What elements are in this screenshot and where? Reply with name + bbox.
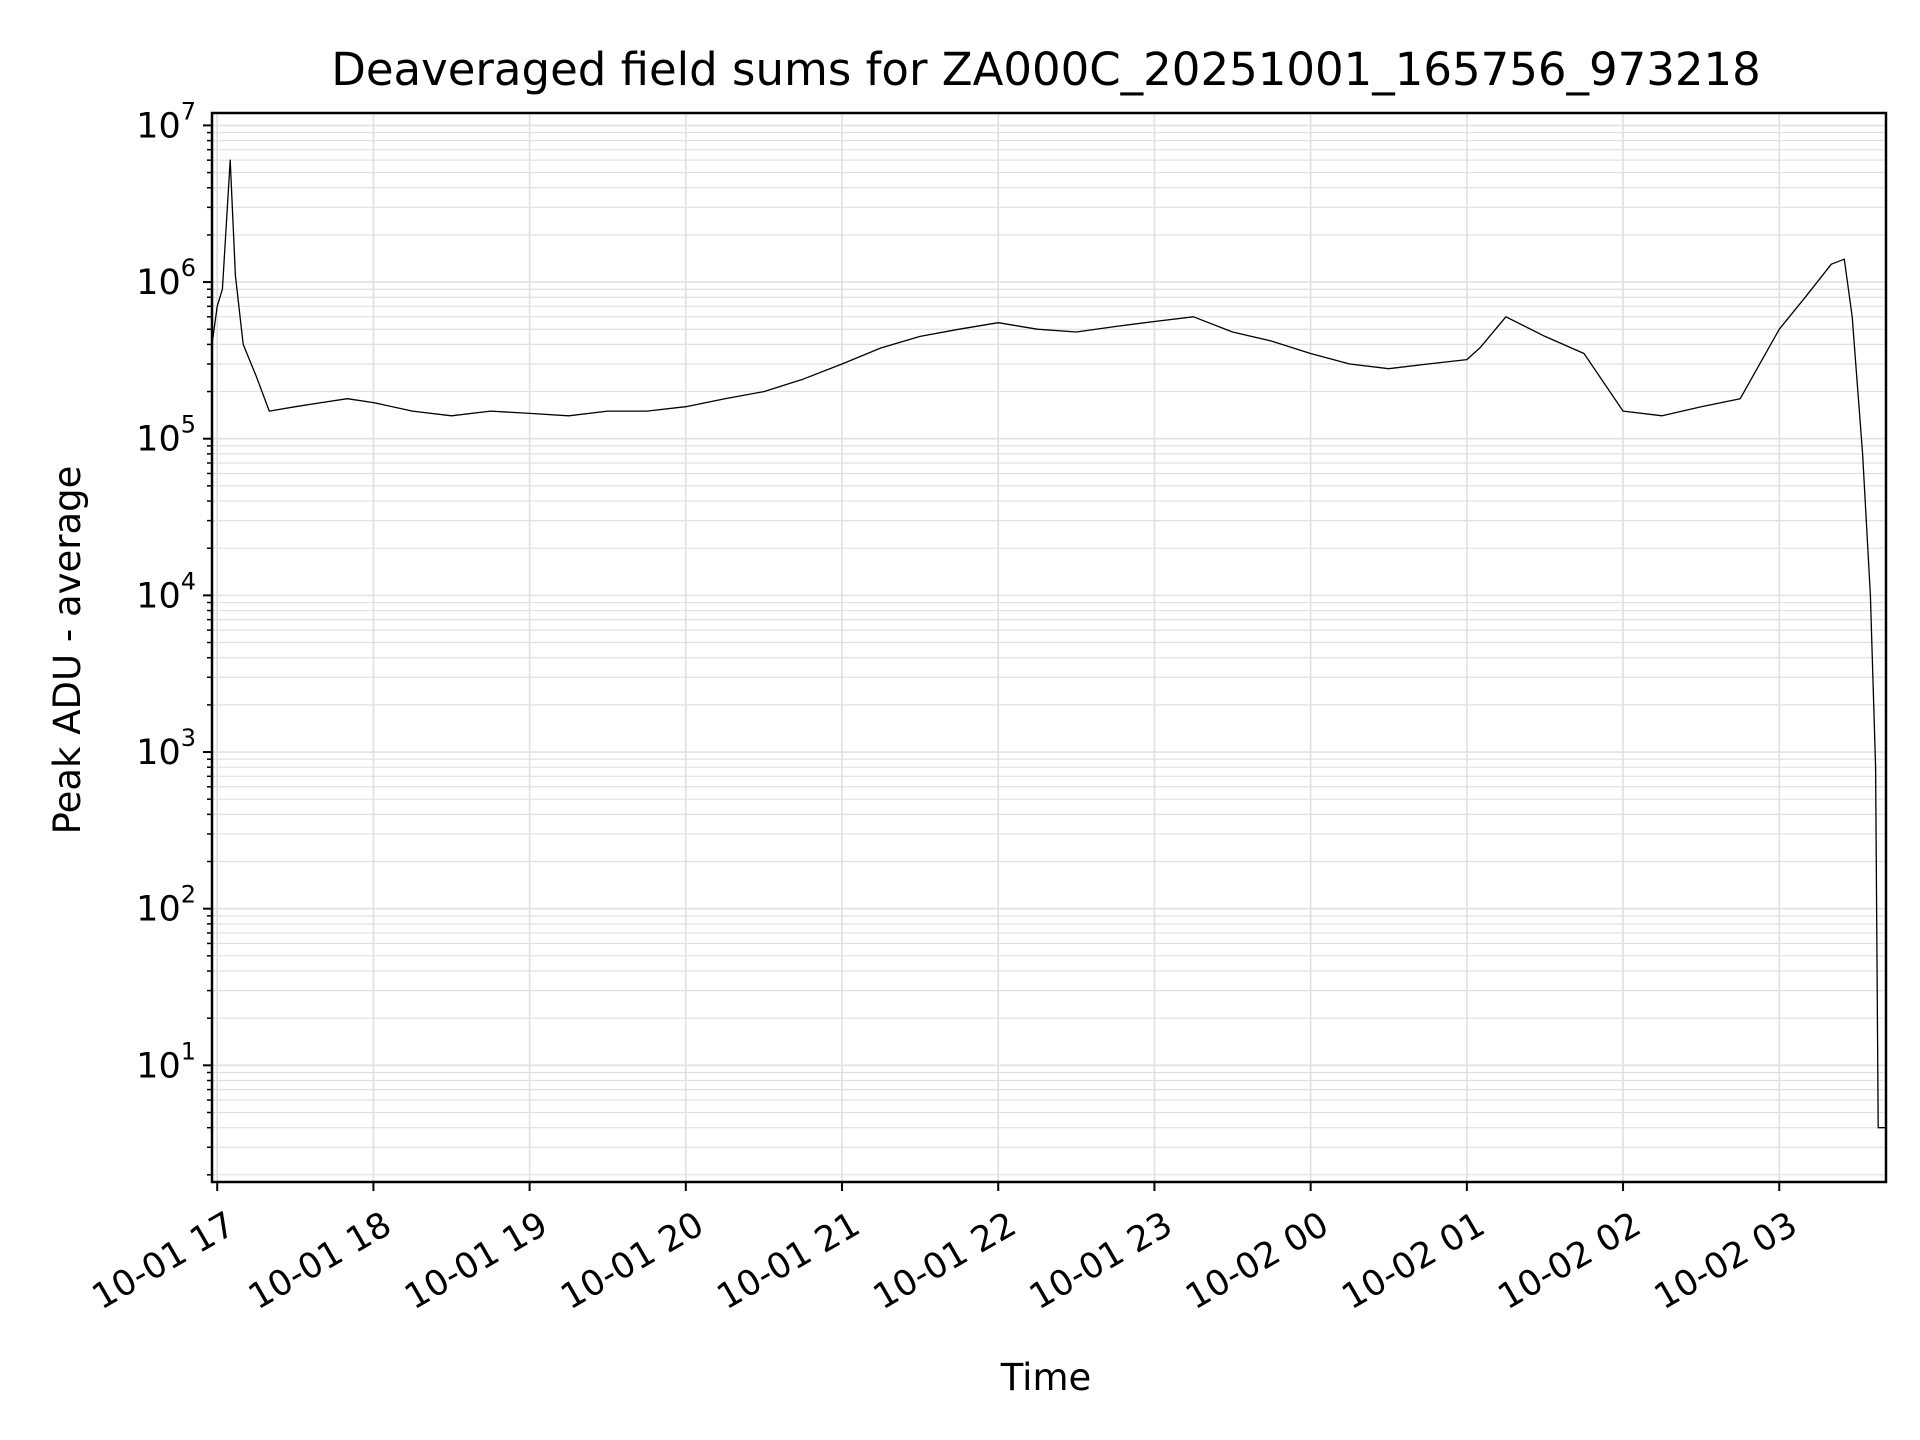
y-tick-label: 106 (136, 254, 196, 303)
series-line (211, 159, 1886, 1129)
y-tick-label: 102 (136, 881, 196, 930)
grid (212, 113, 1886, 1182)
y-tick-label: 104 (136, 567, 196, 616)
y-tick-label: 103 (136, 724, 196, 773)
y-tick-label: 107 (136, 97, 196, 146)
y-tick-label: 105 (136, 411, 196, 460)
plot-frame (210, 111, 1888, 1184)
chart-title: Deaveraged field sums for ZA000C_2025100… (331, 43, 1761, 96)
y-tick-label: 101 (136, 1037, 196, 1086)
x-axis-label: Time (1000, 1356, 1092, 1399)
y-axis-label: Peak ADU - average (46, 466, 89, 835)
y-axis: 101 102 103 104 105 106 107 (136, 97, 212, 1176)
